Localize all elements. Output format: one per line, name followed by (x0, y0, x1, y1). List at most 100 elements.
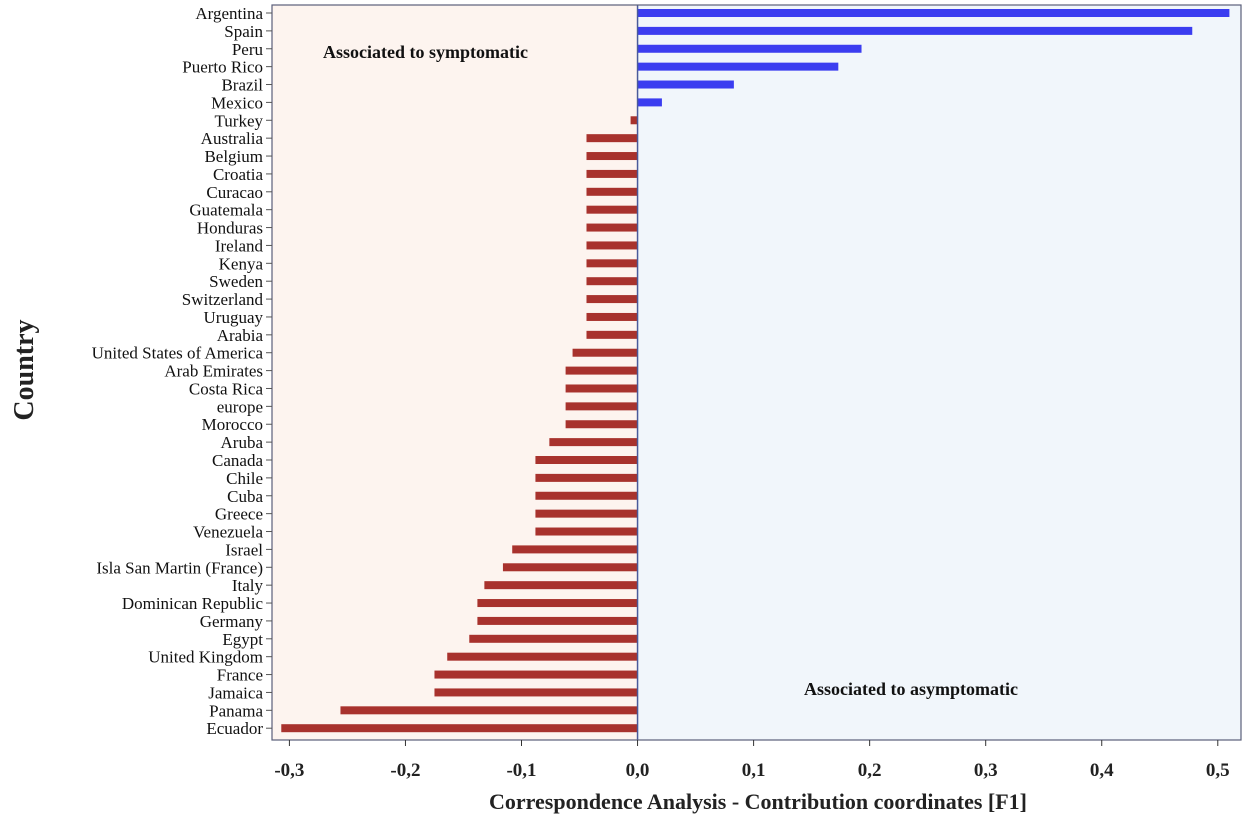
bars-group (281, 9, 1230, 733)
bar (565, 366, 638, 375)
bar (586, 259, 638, 268)
bar (535, 491, 638, 500)
category-label: Argentina (195, 4, 263, 23)
bar (469, 634, 638, 643)
bar (535, 527, 638, 536)
category-label: Panama (209, 701, 263, 720)
category-label: Peru (232, 40, 264, 59)
x-tick-label: 0,1 (742, 760, 766, 781)
category-label: Costa Rica (189, 379, 264, 398)
category-label: Spain (224, 22, 263, 41)
annotation-asymptomatic: Associated to asymptomatic (804, 679, 1018, 699)
plot-frame (271, 4, 1242, 741)
bar (586, 152, 638, 161)
category-label: Jamaica (208, 683, 263, 702)
category-label: Guatemala (189, 201, 263, 220)
bar (586, 169, 638, 178)
category-label: Arab Emirates (164, 362, 263, 381)
bar (637, 98, 662, 107)
bar (484, 581, 638, 590)
bar (434, 688, 638, 697)
bar (447, 652, 638, 661)
bar (512, 545, 638, 554)
bar (535, 509, 638, 518)
x-tick-label: -0,2 (390, 760, 420, 781)
category-label: Ecuador (206, 719, 263, 738)
bar (340, 706, 638, 715)
x-tick-label: -0,3 (274, 760, 304, 781)
x-tick-label: -0,1 (506, 760, 536, 781)
category-label: Honduras (197, 219, 263, 238)
bar (565, 402, 638, 411)
bar (549, 438, 638, 447)
bar (281, 724, 638, 733)
category-label: Sweden (209, 272, 263, 291)
category-label: Switzerland (182, 290, 264, 309)
x-tick-label: 0,0 (626, 760, 650, 781)
category-label: Greece (215, 505, 263, 524)
category-label: United States of America (92, 344, 264, 363)
category-label: United Kingdom (148, 648, 263, 667)
category-label: Kenya (219, 254, 264, 273)
bar (586, 205, 638, 214)
bar (586, 223, 638, 232)
category-label: Australia (201, 129, 264, 148)
category-label: Aruba (221, 433, 264, 452)
category-label: Chile (226, 469, 263, 488)
bar (477, 616, 638, 625)
x-tick-label: 0,4 (1090, 760, 1114, 781)
category-label: Brazil (221, 76, 263, 95)
bar (586, 312, 638, 321)
bar (637, 80, 734, 89)
bar (586, 277, 638, 286)
bar (434, 670, 638, 679)
category-label: Mexico (211, 93, 263, 112)
x-tick-label: 0,3 (974, 760, 998, 781)
category-label: Morocco (202, 415, 263, 434)
x-tick-label: 0,5 (1206, 760, 1230, 781)
category-label: europe (217, 397, 263, 416)
bar (637, 44, 862, 53)
bar (586, 330, 638, 339)
x-axis-title: Correspondence Analysis - Contribution c… (489, 789, 1027, 814)
bar (535, 456, 638, 464)
bar (477, 599, 638, 608)
bar (502, 563, 638, 572)
category-label: Isla San Martin (France) (96, 558, 263, 577)
category-label: Curacao (206, 183, 263, 202)
axes-group: -0,3 -0,2 -0,1 0,0 0,1 0,2 0,3 0,4 0,5 (271, 4, 1242, 781)
category-label: Dominican Republic (122, 594, 264, 613)
y-axis-title: Country (9, 319, 40, 420)
bar (630, 116, 638, 125)
bar (586, 295, 638, 304)
category-label: Belgium (204, 147, 263, 166)
category-label: Ireland (215, 236, 264, 255)
category-label: Uruguay (204, 308, 264, 327)
bar (637, 9, 1230, 17)
category-label: France (217, 666, 263, 685)
bar (586, 187, 638, 196)
plot-background (272, 5, 1241, 740)
x-tick-label: 0,2 (858, 760, 882, 781)
annotation-symptomatic: Associated to symptomatic (323, 42, 528, 62)
category-label: Arabia (217, 326, 264, 345)
bar (565, 420, 638, 429)
category-label: Egypt (222, 630, 263, 649)
category-label: Venezuela (193, 523, 263, 542)
category-label: Canada (212, 451, 263, 470)
bar (637, 26, 1193, 35)
bar (637, 62, 839, 71)
bar (586, 241, 638, 250)
category-label: Israel (225, 540, 263, 559)
category-label: Italy (232, 576, 264, 595)
category-label: Croatia (213, 165, 263, 184)
category-label: Germany (200, 612, 264, 631)
category-label: Turkey (215, 111, 264, 130)
bar (535, 473, 638, 482)
bar (572, 348, 638, 357)
category-label: Puerto Rico (182, 58, 263, 77)
bar (565, 384, 638, 393)
